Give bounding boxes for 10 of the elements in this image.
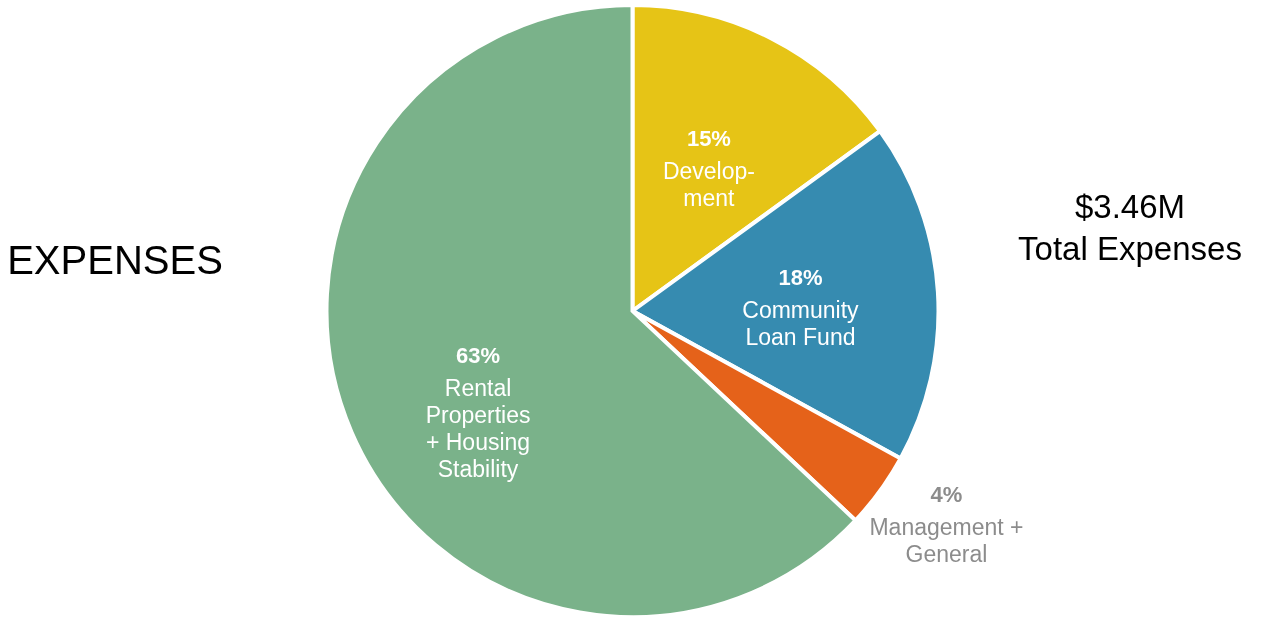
data-label: 4% — [930, 482, 963, 508]
slice-label: Management + General — [869, 514, 1024, 568]
slice-label: Rental Properties + Housing Stability — [425, 374, 531, 482]
text: EXPENSES — [7, 238, 223, 282]
slice-label: Community Loan Fund — [742, 297, 860, 351]
slice-label: Develop- ment — [662, 158, 755, 212]
data-label: 63% — [456, 342, 501, 368]
text: $3.46M Total Expenses — [1018, 188, 1242, 267]
data-label: 15% — [686, 126, 731, 152]
data-label: 18% — [778, 265, 823, 291]
